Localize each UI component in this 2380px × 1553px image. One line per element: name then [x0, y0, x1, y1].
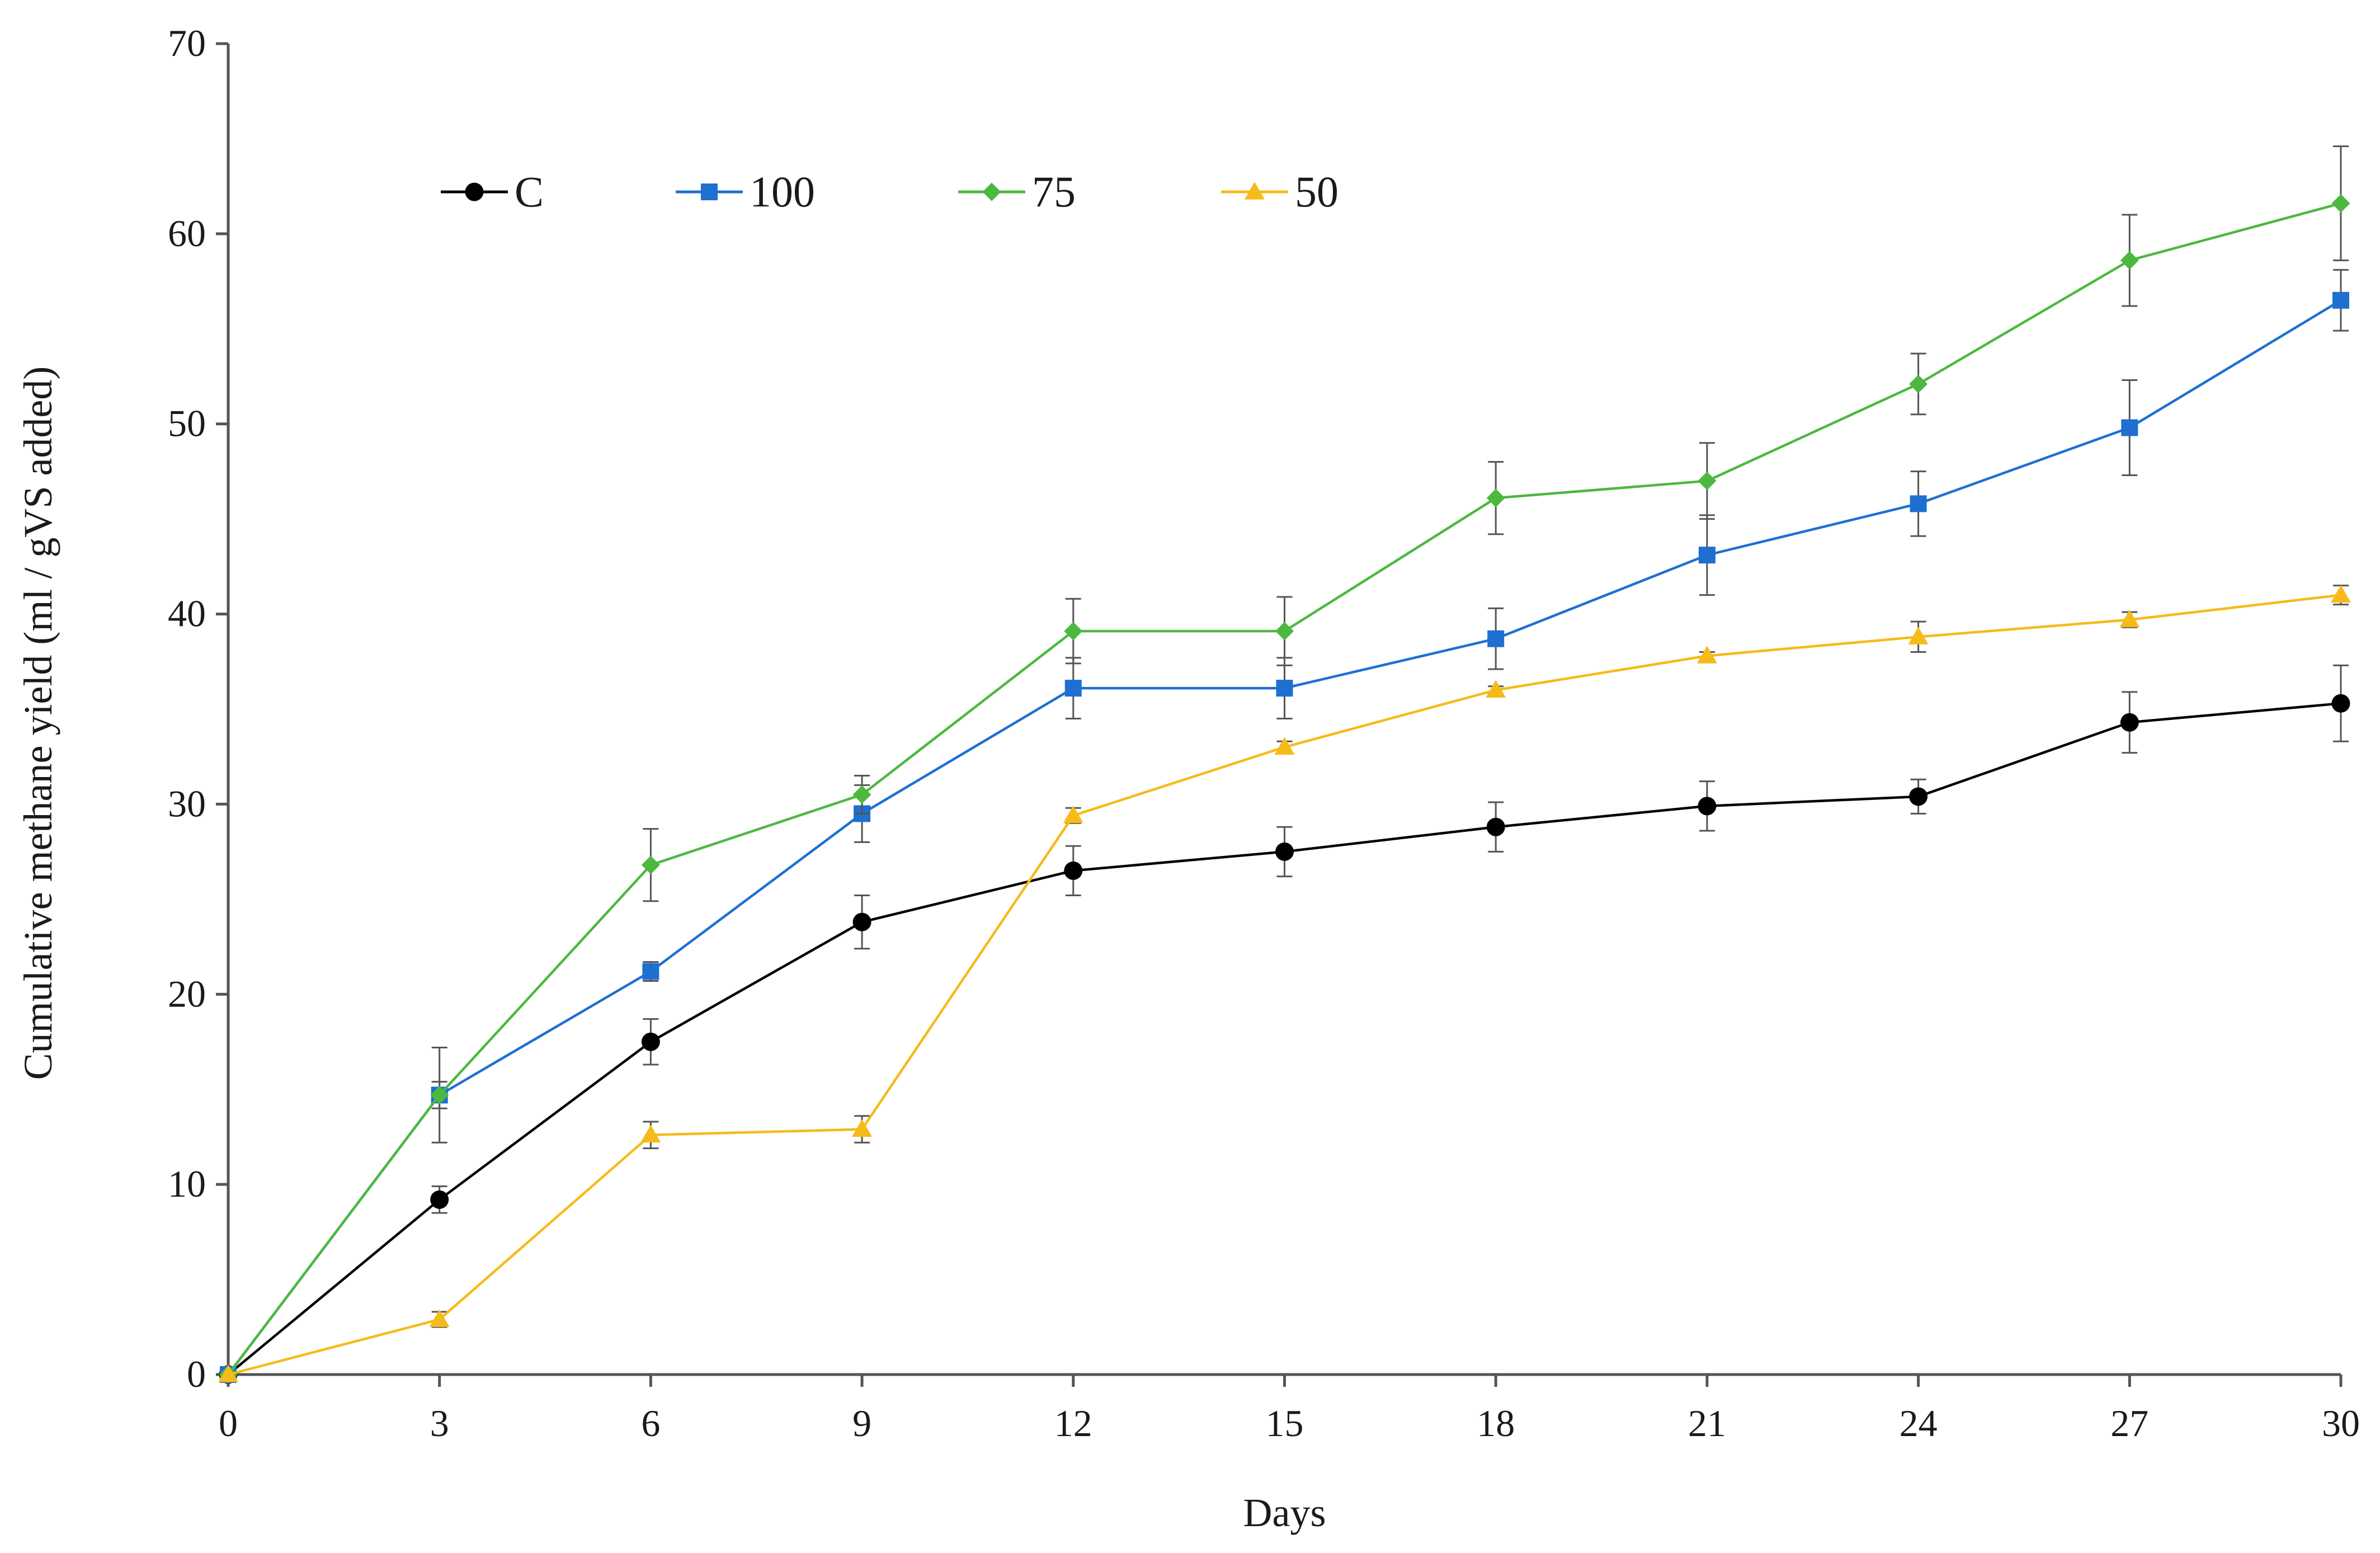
legend-label: 50	[1295, 167, 1339, 216]
data-point	[1698, 472, 1717, 491]
legend: C 100 75 50	[441, 167, 1339, 216]
x-tick-label: 18	[1477, 1402, 1515, 1444]
series-layer	[218, 145, 2351, 1384]
series-75	[219, 145, 2350, 1384]
legend-label: 75	[1032, 167, 1076, 216]
legend-item-50: 50	[1221, 167, 1339, 216]
x-tick-label: 3	[430, 1402, 449, 1444]
x-tick-label: 0	[219, 1402, 238, 1444]
x-tick-label: 27	[2110, 1402, 2148, 1444]
data-point	[1486, 817, 1505, 836]
data-point	[2331, 694, 2350, 713]
data-point	[1908, 627, 1929, 644]
data-point	[1064, 622, 1083, 641]
legend-item-C: C	[441, 167, 544, 216]
data-point	[641, 1032, 660, 1051]
data-point	[1064, 861, 1083, 880]
data-point	[1486, 680, 1506, 698]
legend-marker	[465, 182, 484, 201]
series-C	[219, 664, 2350, 1384]
data-point	[430, 1190, 449, 1209]
x-tick-label: 24	[1900, 1402, 1938, 1444]
data-point	[1064, 680, 1082, 697]
series-50	[218, 585, 2351, 1382]
data-point	[1696, 646, 1717, 663]
y-tick-label: 30	[168, 782, 206, 825]
data-point	[2120, 713, 2139, 732]
data-point	[641, 855, 660, 874]
data-point	[2119, 609, 2140, 628]
legend-item-100: 100	[676, 167, 815, 216]
data-point	[2331, 194, 2350, 213]
data-point	[640, 1124, 661, 1143]
data-point	[2121, 419, 2138, 436]
x-tick-label: 21	[1688, 1402, 1726, 1444]
data-point	[1275, 622, 1294, 641]
y-tick-label: 70	[168, 22, 206, 64]
data-point	[1486, 488, 1505, 507]
legend-item-75: 75	[958, 167, 1076, 216]
data-point	[852, 785, 871, 804]
data-point	[1487, 630, 1505, 647]
y-tick-label: 10	[168, 1163, 206, 1205]
legend-label: C	[515, 167, 544, 216]
y-axis-ticks: 0 10 20 30 40 50 60 70	[168, 22, 228, 1395]
x-tick-label: 15	[1266, 1402, 1304, 1444]
data-point	[1063, 805, 1083, 823]
data-point	[430, 1085, 449, 1104]
legend-marker	[1245, 182, 1265, 200]
y-axis-title: Cumulative methane yield (ml / gVS added…	[16, 366, 60, 1080]
data-point	[2331, 585, 2351, 603]
x-tick-label: 6	[641, 1402, 660, 1444]
legend-label: 100	[750, 167, 815, 216]
legend-marker	[982, 182, 1001, 201]
data-point	[429, 1309, 450, 1327]
data-point	[1909, 787, 1928, 806]
data-point	[1274, 737, 1295, 755]
x-tick-label: 9	[852, 1402, 871, 1444]
data-point	[1910, 495, 1927, 512]
y-tick-label: 60	[168, 212, 206, 255]
legend-marker	[701, 183, 718, 200]
y-tick-label: 20	[168, 972, 206, 1015]
y-tick-label: 50	[168, 402, 206, 445]
data-point	[852, 1119, 873, 1137]
data-point	[1276, 680, 1293, 697]
data-point	[642, 963, 659, 980]
x-axis-title: Days	[1243, 1490, 1326, 1535]
data-point	[1698, 547, 1716, 564]
data-point	[1698, 797, 1717, 816]
data-point	[218, 1364, 238, 1382]
y-tick-label: 0	[187, 1353, 206, 1395]
x-axis-ticks: 0 3 6 9 12 15 18 21 24 27 30	[219, 1375, 2360, 1444]
y-tick-label: 40	[168, 592, 206, 635]
data-point	[1275, 842, 1294, 861]
data-point	[1909, 374, 1928, 393]
data-point	[852, 912, 871, 931]
data-point	[2120, 251, 2139, 270]
data-point	[2332, 291, 2349, 309]
x-tick-label: 12	[1054, 1402, 1092, 1444]
x-tick-label: 30	[2322, 1402, 2360, 1444]
